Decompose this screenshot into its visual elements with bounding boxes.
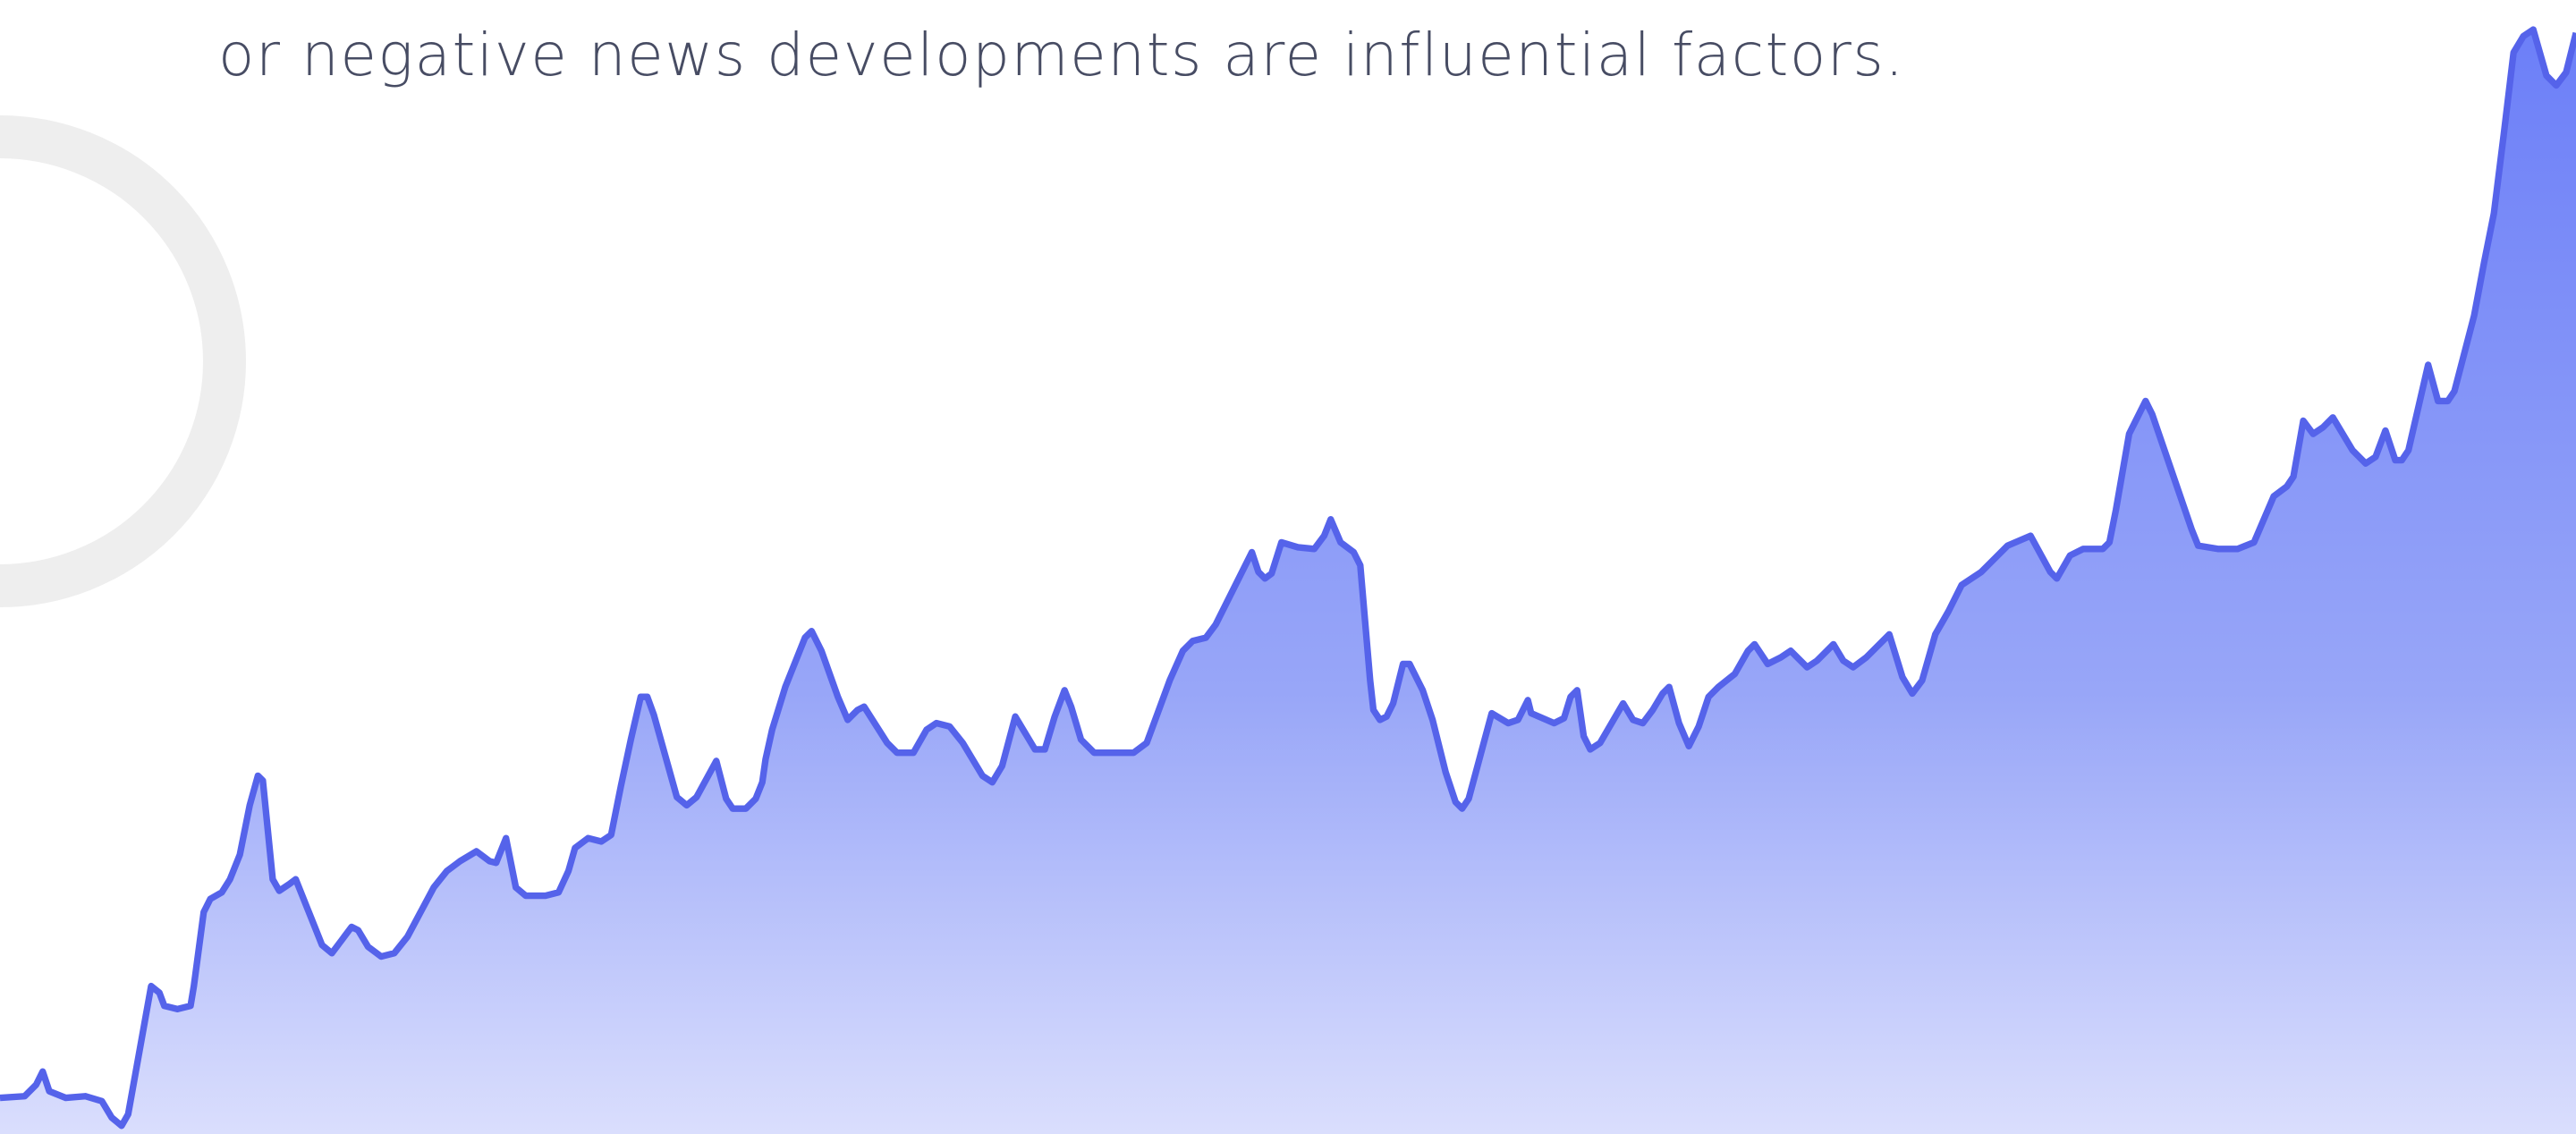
caption: or negative news developments are influe…: [218, 21, 1905, 89]
area-fill: [0, 30, 2576, 1134]
ring: [0, 115, 246, 607]
area-line: [0, 26, 2576, 1130]
